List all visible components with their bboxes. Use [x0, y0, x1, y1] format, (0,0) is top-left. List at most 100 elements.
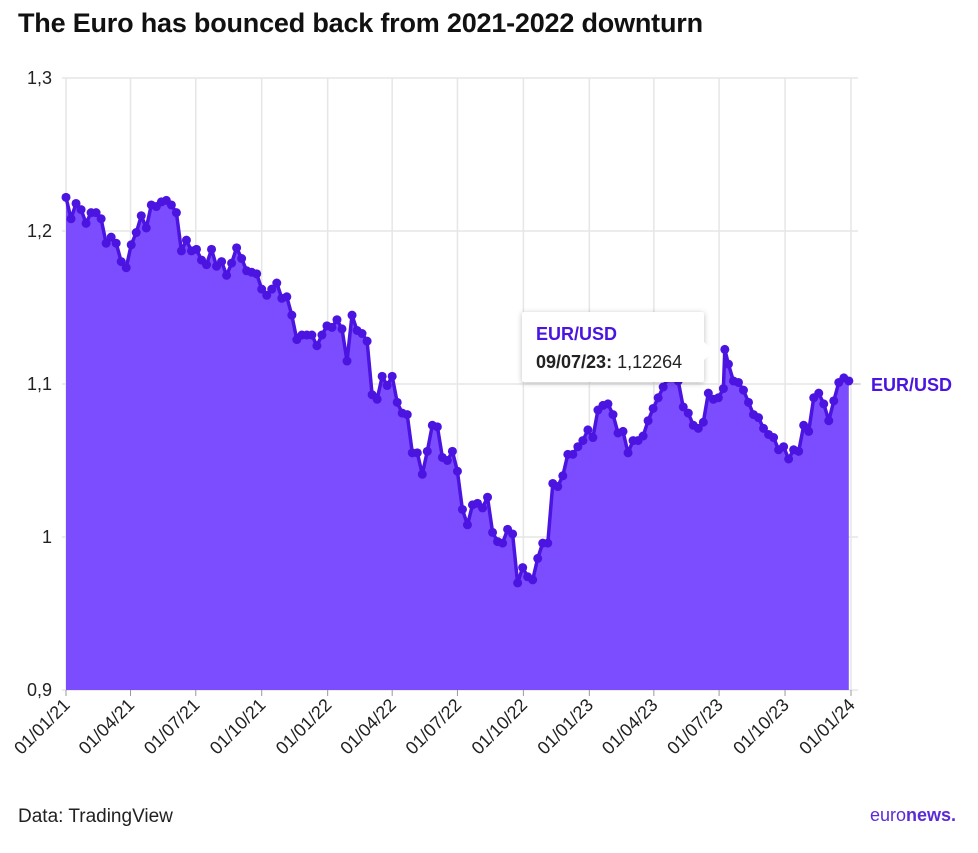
data-point: [678, 402, 688, 412]
tooltip-value: 1,12264: [617, 352, 683, 372]
data-point: [558, 471, 568, 481]
data-point: [804, 426, 814, 436]
data-point: [508, 529, 518, 539]
data-point: [693, 423, 703, 433]
data-point: [643, 416, 653, 426]
x-axis: 01/01/21 01/04/21 01/07/21 01/10/21 01/01/22…: [10, 690, 859, 758]
data-point: [362, 336, 372, 346]
chart-title: The Euro has bounced back from 2021-2022…: [18, 8, 703, 38]
data-point: [703, 388, 713, 398]
data-point: [553, 482, 563, 492]
data-point: [533, 553, 543, 563]
x-tick-label: 01/10/22: [468, 695, 532, 759]
data-point: [136, 211, 146, 221]
data-point: [422, 446, 432, 456]
source-note: Data: TradingView: [18, 806, 173, 827]
data-point: [91, 208, 101, 218]
data-point: [171, 208, 181, 218]
series-points: [61, 192, 854, 588]
data-point: [81, 218, 91, 228]
data-point: [718, 384, 728, 394]
data-point: [282, 292, 292, 302]
data-point: [623, 448, 633, 458]
data-point: [237, 254, 247, 264]
data-point: [101, 238, 111, 248]
data-point: [131, 228, 141, 238]
data-point: [483, 492, 493, 502]
x-tick-label: 01/01/23: [533, 695, 597, 759]
data-point: [176, 246, 186, 256]
logo-part1: euro: [869, 805, 906, 825]
data-point: [392, 397, 402, 407]
data-point: [743, 397, 753, 407]
data-point: [141, 223, 151, 233]
data-point: [327, 322, 337, 332]
data-point: [588, 433, 598, 443]
data-point: [498, 538, 508, 548]
data-point: [568, 449, 578, 459]
data-point: [121, 263, 131, 273]
data-point: [106, 232, 116, 242]
data-point: [653, 393, 663, 403]
data-point: [222, 270, 232, 280]
data-point: [447, 446, 457, 456]
data-point: [442, 456, 452, 465]
data-point: [202, 260, 212, 270]
data-point: [769, 433, 779, 443]
y-tick-label: 1,1: [27, 374, 52, 394]
data-point: [518, 563, 528, 573]
tooltip-line: 09/07/23: 1,12264: [536, 352, 682, 373]
data-point: [372, 394, 382, 404]
data-point: [814, 388, 824, 398]
data-point: [824, 416, 834, 426]
data-point: [61, 192, 71, 202]
data-point: [252, 269, 262, 279]
x-tick-label: 01/10/21: [206, 695, 270, 759]
data-point: [76, 205, 86, 215]
data-point: [181, 235, 191, 245]
data-point: [733, 377, 743, 387]
x-tick-label: 01/10/23: [729, 695, 793, 759]
x-tick-label: 01/04/22: [336, 695, 400, 759]
data-point: [543, 538, 553, 548]
data-point: [844, 376, 854, 386]
y-tick-label: 1: [42, 527, 52, 547]
data-point: [417, 469, 427, 479]
euronews-logo: euronews.: [870, 805, 956, 826]
data-point: [713, 393, 723, 403]
data-point: [126, 240, 136, 250]
data-point: [66, 214, 76, 224]
data-point: [583, 425, 593, 435]
series-area: [66, 197, 849, 691]
y-tick-label: 1,3: [27, 68, 52, 88]
data-point: [819, 399, 829, 409]
logo-part2: news.: [905, 805, 956, 825]
x-tick-label: 01/07/22: [402, 695, 466, 759]
data-point: [71, 198, 81, 208]
data-point: [658, 382, 668, 392]
data-point: [799, 420, 809, 430]
data-point: [272, 278, 282, 288]
y-tick-label: 0,9: [27, 680, 52, 700]
data-point: [608, 410, 618, 420]
data-point: [462, 520, 472, 530]
data-point: [578, 436, 588, 446]
data-point: [779, 442, 789, 452]
data-point: [720, 344, 730, 354]
data-point: [267, 284, 277, 294]
data-point: [116, 257, 126, 267]
data-point: [262, 290, 272, 300]
data-point: [759, 423, 769, 433]
x-tick-label: 01/07/23: [663, 695, 727, 759]
data-point: [377, 371, 387, 381]
data-point: [452, 466, 462, 476]
data-point: [257, 284, 267, 294]
data-point: [232, 243, 242, 253]
x-tick-label: 01/01/21: [10, 695, 74, 759]
data-point: [402, 410, 412, 420]
data-point: [488, 527, 498, 537]
data-point: [638, 431, 648, 441]
data-point: [432, 422, 442, 432]
end-label-group: EUR/USD: [852, 375, 952, 395]
